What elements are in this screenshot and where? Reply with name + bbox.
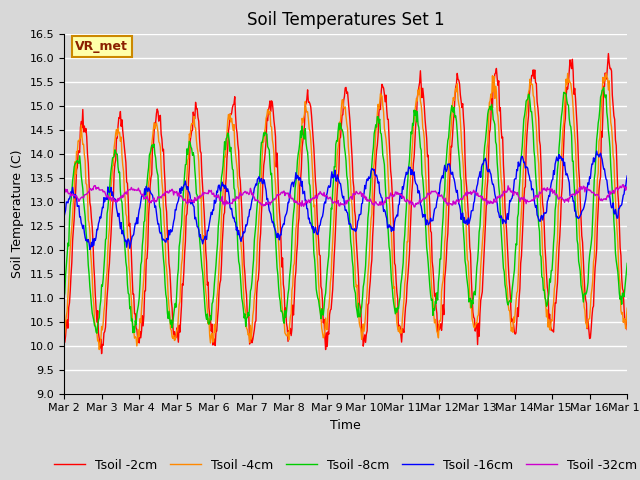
Tsoil -4cm	[216, 250, 224, 256]
Line: Tsoil -32cm: Tsoil -32cm	[64, 185, 627, 207]
Line: Tsoil -16cm: Tsoil -16cm	[64, 151, 627, 250]
Tsoil -32cm	[410, 204, 418, 210]
Tsoil -2cm	[129, 291, 137, 297]
Tsoil -32cm	[623, 184, 631, 190]
Tsoil -32cm	[431, 188, 439, 194]
Tsoil -8cm	[186, 140, 194, 146]
Tsoil -16cm	[86, 247, 93, 252]
Tsoil -2cm	[605, 51, 612, 57]
Tsoil -8cm	[70, 164, 78, 170]
Tsoil -4cm	[564, 71, 572, 76]
Tsoil -2cm	[186, 138, 194, 144]
Tsoil -32cm	[620, 182, 627, 188]
Tsoil -4cm	[95, 347, 103, 352]
Tsoil -2cm	[70, 216, 78, 222]
Tsoil -16cm	[186, 193, 194, 199]
Tsoil -8cm	[60, 295, 68, 301]
Tsoil -32cm	[415, 200, 422, 206]
Title: Soil Temperatures Set 1: Soil Temperatures Set 1	[247, 11, 444, 29]
X-axis label: Time: Time	[330, 419, 361, 432]
Tsoil -8cm	[129, 330, 137, 336]
Tsoil -4cm	[70, 188, 78, 193]
Tsoil -8cm	[216, 205, 224, 211]
Tsoil -2cm	[216, 280, 224, 286]
Line: Tsoil -4cm: Tsoil -4cm	[64, 73, 627, 349]
Tsoil -8cm	[431, 299, 439, 304]
Tsoil -8cm	[623, 261, 631, 266]
Tsoil -16cm	[60, 215, 68, 220]
Text: VR_met: VR_met	[76, 40, 128, 53]
Tsoil -32cm	[60, 187, 68, 192]
Tsoil -4cm	[415, 92, 422, 97]
Tsoil -4cm	[623, 305, 631, 311]
Tsoil -2cm	[98, 351, 106, 357]
Tsoil -16cm	[216, 186, 224, 192]
Line: Tsoil -2cm: Tsoil -2cm	[64, 54, 627, 354]
Tsoil -16cm	[623, 173, 631, 179]
Tsoil -2cm	[60, 333, 68, 338]
Tsoil -8cm	[600, 84, 607, 90]
Tsoil -2cm	[623, 327, 631, 333]
Tsoil -8cm	[93, 330, 100, 336]
Tsoil -16cm	[431, 205, 439, 211]
Y-axis label: Soil Temperature (C): Soil Temperature (C)	[11, 149, 24, 278]
Tsoil -32cm	[186, 200, 193, 205]
Tsoil -4cm	[60, 336, 68, 342]
Tsoil -32cm	[215, 194, 223, 200]
Tsoil -32cm	[70, 192, 78, 198]
Tsoil -8cm	[415, 125, 422, 131]
Tsoil -2cm	[431, 290, 439, 296]
Tsoil -4cm	[186, 134, 194, 140]
Tsoil -16cm	[129, 233, 137, 239]
Tsoil -32cm	[128, 186, 136, 192]
Tsoil -16cm	[593, 148, 600, 154]
Tsoil -4cm	[431, 316, 439, 322]
Line: Tsoil -8cm: Tsoil -8cm	[64, 87, 627, 333]
Legend: Tsoil -2cm, Tsoil -4cm, Tsoil -8cm, Tsoil -16cm, Tsoil -32cm: Tsoil -2cm, Tsoil -4cm, Tsoil -8cm, Tsoi…	[49, 454, 640, 477]
Tsoil -4cm	[129, 327, 137, 333]
Tsoil -2cm	[415, 84, 422, 90]
Tsoil -16cm	[415, 188, 422, 193]
Tsoil -16cm	[70, 195, 78, 201]
